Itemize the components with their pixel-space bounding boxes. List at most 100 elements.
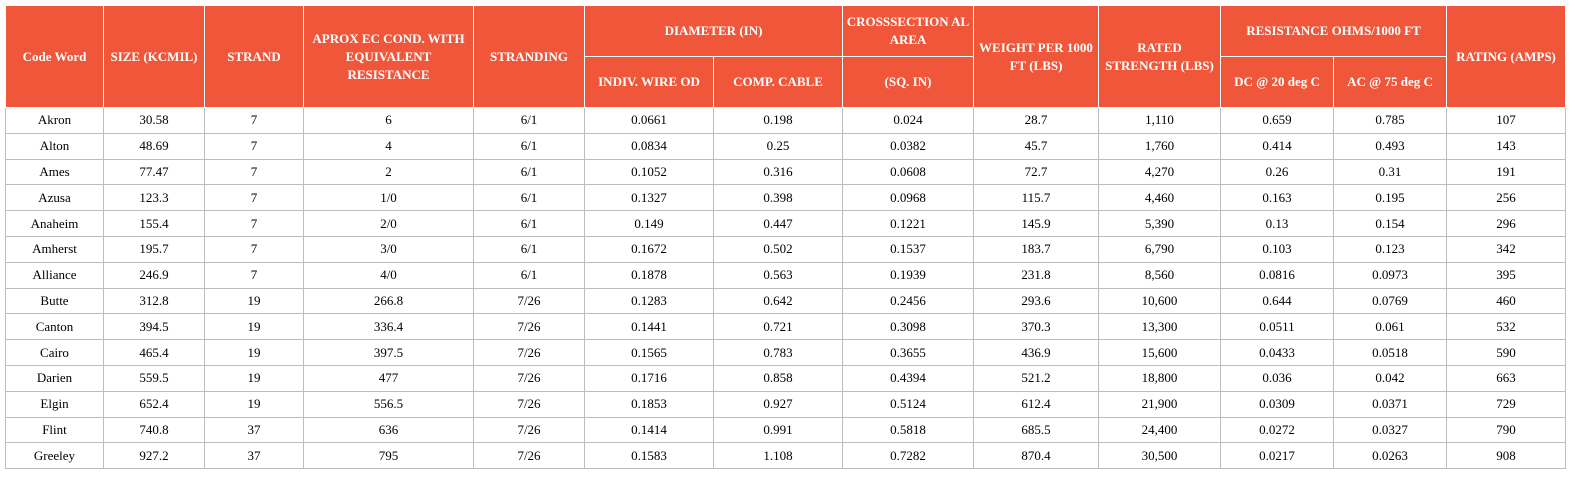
table-cell: 48.69 (103, 132, 205, 160)
table-cell: 7/26 (473, 416, 585, 444)
table-cell: 0.0661 (584, 107, 714, 134)
table-cell: 0.31 (1333, 158, 1447, 186)
table-row: Greeley 927.2 37 795 7/26 0.1583 1.108 0.7282 87… (5, 442, 1566, 470)
table-cell: 115.7 (973, 184, 1099, 212)
table-cell: 6/1 (473, 184, 585, 212)
table-cell: 0.0968 (842, 184, 974, 212)
table-cell: 0.1565 (584, 339, 714, 366)
table-cell: 72.7 (973, 158, 1099, 186)
table-cell: 7 (204, 235, 304, 263)
table-cell: 19 (204, 339, 304, 366)
table-cell: 6/1 (473, 235, 585, 263)
table-cell: 0.0371 (1333, 390, 1447, 418)
table-cell: 0.0433 (1220, 339, 1334, 366)
table-cell: 342 (1446, 235, 1566, 263)
table-cell: 0.0511 (1220, 313, 1334, 341)
table-row: Cairo 465.4 19 397.5 7/26 0.1565 0.783 0.3655 43… (5, 339, 1566, 366)
table-cell: 195.7 (103, 235, 205, 263)
table-cell: Anaheim (5, 210, 104, 237)
table-cell: 18,800 (1098, 364, 1221, 392)
header-cell: DIAMETER (IN) (584, 5, 843, 57)
table-cell: 0.0217 (1220, 442, 1334, 470)
table-cell: 19 (204, 313, 304, 341)
table-cell: 19 (204, 364, 304, 392)
table-cell: 2/0 (303, 210, 474, 237)
table-cell: 256 (1446, 184, 1566, 212)
table-cell: 266.8 (303, 287, 474, 315)
table-cell: 559.5 (103, 364, 205, 392)
table-cell: 0.1853 (584, 390, 714, 418)
table-cell: 0.398 (713, 184, 843, 212)
table-row: Butte 312.8 19 266.8 7/26 0.1283 0.642 0.2456 29… (5, 287, 1566, 315)
header-cell: INDIV. WIRE OD (584, 56, 714, 108)
table-cell: 0.1052 (584, 158, 714, 186)
table-cell: 3/0 (303, 235, 474, 263)
table-cell: 0.1283 (584, 287, 714, 315)
header-cell: AC @ 75 deg C (1333, 56, 1447, 108)
table-cell: 790 (1446, 416, 1566, 444)
table-cell: 397.5 (303, 339, 474, 366)
table-cell: 0.1878 (584, 261, 714, 289)
table-cell: 0.154 (1333, 210, 1447, 237)
table-cell: 0.0263 (1333, 442, 1447, 470)
table-cell: 7/26 (473, 364, 585, 392)
table-cell: 556.5 (303, 390, 474, 418)
table-cell: 436.9 (973, 339, 1099, 366)
table-cell: 7 (204, 158, 304, 186)
table-cell: 0.195 (1333, 184, 1447, 212)
table-cell: 24,400 (1098, 416, 1221, 444)
table-cell: 4,460 (1098, 184, 1221, 212)
table-row: Ames 77.47 7 2 6/1 0.1052 0.316 0.0608 72.7 4,270… (5, 158, 1566, 186)
table-cell: 663 (1446, 364, 1566, 392)
table-cell: 0.198 (713, 107, 843, 134)
table-cell: Akron (5, 107, 104, 134)
table-cell: 0.0309 (1220, 390, 1334, 418)
table-cell: 394.5 (103, 313, 205, 341)
table-cell: 0.024 (842, 107, 974, 134)
table-cell: 0.1414 (584, 416, 714, 444)
table-cell: 7/26 (473, 313, 585, 341)
table-cell: Amherst (5, 235, 104, 263)
table-cell: 0.163 (1220, 184, 1334, 212)
data-table: Code Word SIZE (KCMIL) STRAND APROX EC C… (5, 5, 1566, 470)
table-cell: 370.3 (973, 313, 1099, 341)
table-cell: 6 (303, 107, 474, 134)
table-cell: 4/0 (303, 261, 474, 289)
table-cell: 312.8 (103, 287, 205, 315)
table-cell: 0.0518 (1333, 339, 1447, 366)
table-cell: 19 (204, 287, 304, 315)
table-cell: 10,600 (1098, 287, 1221, 315)
table-cell: Elgin (5, 390, 104, 418)
table-cell: 0.644 (1220, 287, 1334, 315)
table-cell: Flint (5, 416, 104, 444)
table-cell: 7 (204, 261, 304, 289)
header-cell: STRANDING (473, 5, 585, 108)
table-cell: 19 (204, 390, 304, 418)
table-cell: 0.0816 (1220, 261, 1334, 289)
table-cell: 0.0973 (1333, 261, 1447, 289)
table-cell: 7/26 (473, 390, 585, 418)
table-cell: 0.0834 (584, 132, 714, 160)
table-cell: 77.47 (103, 158, 205, 186)
table-cell: 30.58 (103, 107, 205, 134)
table-cell: 13,300 (1098, 313, 1221, 341)
table-cell: 0.13 (1220, 210, 1334, 237)
header-cell: DC @ 20 deg C (1220, 56, 1334, 108)
table-cell: 0.493 (1333, 132, 1447, 160)
table-cell: Alliance (5, 261, 104, 289)
table-body: Akron 30.58 7 6 6/1 0.0661 0.198 0.024 28.7 1,110… (5, 107, 1566, 470)
table-cell: 652.4 (103, 390, 205, 418)
table-cell: 183.7 (973, 235, 1099, 263)
table-row: Darien 559.5 19 477 7/26 0.1716 0.858 0.4394 521… (5, 364, 1566, 392)
table-cell: 6/1 (473, 158, 585, 186)
header-cell: SIZE (KCMIL) (103, 5, 205, 108)
table-cell: 143 (1446, 132, 1566, 160)
table-cell: 0.7282 (842, 442, 974, 470)
table-cell: 0.785 (1333, 107, 1447, 134)
table-cell: Cairo (5, 339, 104, 366)
header-cell: COMP. CABLE (713, 56, 843, 108)
table-cell: 1/0 (303, 184, 474, 212)
table-cell: 532 (1446, 313, 1566, 341)
table-cell: 590 (1446, 339, 1566, 366)
table-cell: 465.4 (103, 339, 205, 366)
